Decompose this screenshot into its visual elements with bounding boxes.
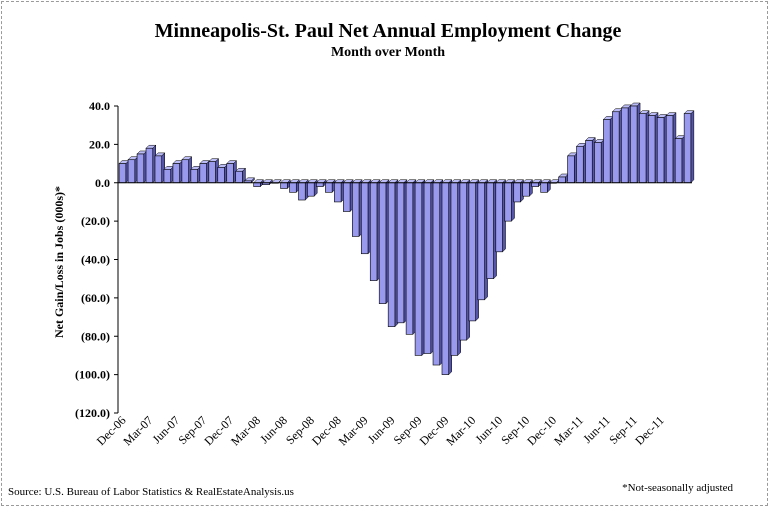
bar	[306, 179, 318, 197]
footnote: *Not-seasonally adjusted	[622, 482, 733, 494]
bar	[145, 144, 157, 184]
bar	[459, 179, 471, 341]
x-tick-label: Jun-07	[149, 413, 182, 446]
y-tick-label: (20.0)	[81, 214, 110, 228]
x-axis-ticks: Dec-06Mar-07Jun-07Sep-07Dec-07Mar-08Jun-…	[94, 413, 667, 448]
bar	[154, 152, 166, 184]
bar	[324, 179, 336, 193]
bar	[683, 110, 695, 184]
bar	[638, 110, 650, 184]
bar	[199, 159, 211, 184]
y-tick-label: (80.0)	[81, 329, 110, 343]
bar	[674, 135, 686, 184]
bar	[414, 179, 426, 357]
y-axis-label: Net Gain/Loss in Jobs (000s)*	[52, 186, 66, 338]
bar	[369, 179, 381, 282]
y-tick-label: (100.0)	[75, 368, 110, 382]
bar	[405, 179, 417, 335]
y-tick-label: 0.0	[95, 176, 110, 190]
chart-subtitle: Month over Month	[331, 45, 445, 60]
bar	[118, 159, 130, 184]
bar	[163, 165, 175, 184]
bar	[575, 142, 587, 184]
x-tick-label: Dec-10	[524, 413, 559, 448]
bar	[351, 179, 363, 238]
bar	[360, 179, 372, 255]
bar	[136, 150, 148, 184]
bar	[656, 113, 668, 184]
bar	[665, 111, 677, 184]
bar	[235, 167, 247, 184]
bar	[244, 177, 256, 184]
bar	[288, 179, 300, 193]
y-tick-label: (120.0)	[75, 406, 110, 420]
bar	[262, 179, 273, 186]
bar	[190, 165, 202, 184]
bar	[172, 159, 184, 184]
x-tick-label: Jun-09	[365, 413, 398, 446]
bar	[127, 156, 139, 184]
bar	[602, 115, 614, 184]
bar	[226, 159, 238, 184]
axes	[117, 106, 692, 413]
y-axis-ticks: 40.0 20.0 0.0 (20.0) (40.0) (60.0) (80.0) (100.…	[75, 99, 118, 420]
bar	[423, 179, 435, 355]
bar	[495, 179, 507, 253]
bar	[279, 179, 291, 190]
bar	[522, 179, 534, 197]
source-note: Source: U.S. Bureau of Labor Statistics …	[8, 486, 294, 498]
bar	[629, 102, 641, 184]
x-tick-label: Jun-08	[257, 413, 290, 446]
x-tick-label: Mar-07	[120, 413, 155, 448]
bar	[378, 179, 390, 305]
bar	[566, 152, 578, 184]
bar	[181, 156, 193, 184]
x-tick-label: Mar-11	[551, 413, 586, 448]
x-tick-label: Jun-10	[472, 413, 505, 446]
bar	[477, 179, 489, 301]
bar	[647, 111, 659, 184]
bar	[387, 179, 399, 328]
bar	[504, 179, 516, 222]
bars	[118, 102, 695, 376]
bar	[342, 179, 354, 213]
bar	[620, 104, 632, 184]
bar	[593, 138, 605, 184]
bar	[486, 179, 498, 280]
bar	[217, 163, 229, 184]
bar	[557, 173, 569, 184]
bar	[441, 179, 453, 376]
x-tick-label: Mar-09	[336, 413, 371, 448]
bar	[611, 108, 623, 184]
y-tick-label: (40.0)	[81, 253, 110, 267]
y-tick-label: (60.0)	[81, 291, 110, 305]
y-tick-label: 40.0	[89, 99, 110, 113]
bar	[432, 179, 444, 366]
bar	[540, 179, 551, 193]
bar	[208, 158, 220, 184]
x-tick-label: Jun-11	[580, 413, 613, 446]
bar	[450, 179, 462, 357]
x-tick-label: Dec-11	[632, 413, 667, 448]
x-tick-label: Mar-10	[443, 413, 478, 448]
bar	[584, 136, 596, 184]
chart-title: Minneapolis-St. Paul Net Annual Employme…	[155, 20, 622, 42]
y-tick-label: 20.0	[89, 137, 110, 151]
bar	[396, 179, 408, 324]
bar	[468, 179, 480, 322]
x-tick-label: Mar-08	[228, 413, 263, 448]
